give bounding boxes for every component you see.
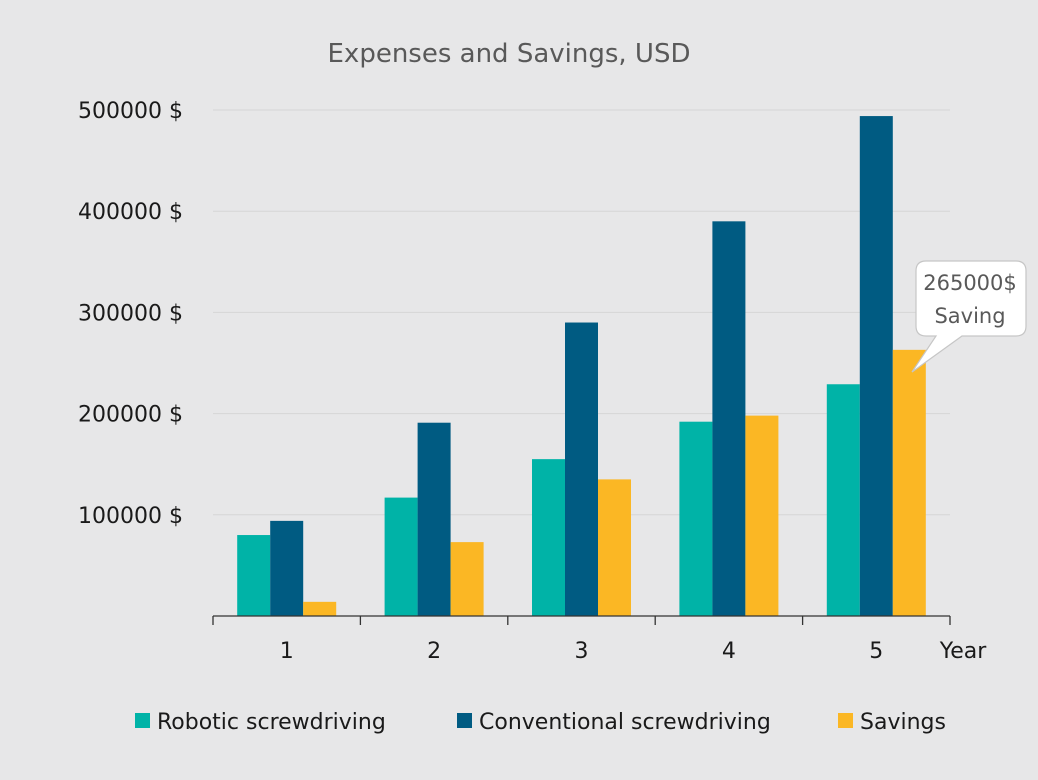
callout-label: Saving — [934, 304, 1005, 328]
bar-1-2 — [384, 497, 418, 616]
bar-3-2 — [450, 542, 484, 616]
bar-3-4 — [745, 415, 779, 616]
y-tick-label: 300000 $ — [78, 301, 183, 326]
x-axis-label: Year — [939, 639, 988, 664]
bar-2-5 — [859, 116, 893, 617]
x-tick-label: 4 — [722, 639, 736, 664]
y-tick-label: 200000 $ — [78, 403, 183, 428]
bar-2-3 — [565, 322, 598, 616]
y-tick-label: 500000 $ — [78, 99, 183, 124]
bar-2-1 — [270, 520, 304, 616]
x-tick-label: 2 — [427, 639, 441, 664]
x-axis-ticks: 1 2 3 4 5 — [212, 616, 951, 664]
y-tick-label: 100000 $ — [78, 504, 183, 529]
chart-title: Expenses and Savings, USD — [328, 39, 691, 69]
bar-3-5 — [892, 349, 926, 616]
legend-swatch — [457, 713, 472, 728]
legend-swatch — [838, 713, 853, 728]
bar-1-5 — [826, 384, 860, 616]
y-tick-label: 400000 $ — [78, 200, 183, 225]
bar-1-3 — [532, 459, 565, 616]
bar-1-1 — [237, 535, 271, 616]
bar-3-1 — [303, 601, 337, 616]
legend: Robotic screwdriving Conventional screwdr… — [135, 710, 946, 735]
bar-1-4 — [679, 421, 713, 616]
legend-swatch — [135, 713, 150, 728]
callout-value: 265000$ — [923, 271, 1017, 295]
callout-bubble — [911, 260, 1027, 373]
bars — [237, 116, 926, 617]
bar-2-4 — [712, 221, 746, 616]
savings-callout: 265000$ Saving — [911, 260, 1027, 373]
legend-label: Savings — [860, 710, 946, 735]
bar-3-3 — [598, 479, 631, 616]
bar-2-2 — [417, 422, 451, 616]
legend-label: Robotic screwdriving — [157, 710, 386, 735]
legend-label: Conventional screwdriving — [479, 710, 771, 735]
x-tick-label: 1 — [280, 639, 294, 664]
x-tick-label: 3 — [575, 639, 589, 664]
y-axis-ticks: 100000 $ 200000 $ 300000 $ 400000 $ 500000 $ — [78, 99, 183, 529]
x-tick-label: 5 — [869, 639, 883, 664]
